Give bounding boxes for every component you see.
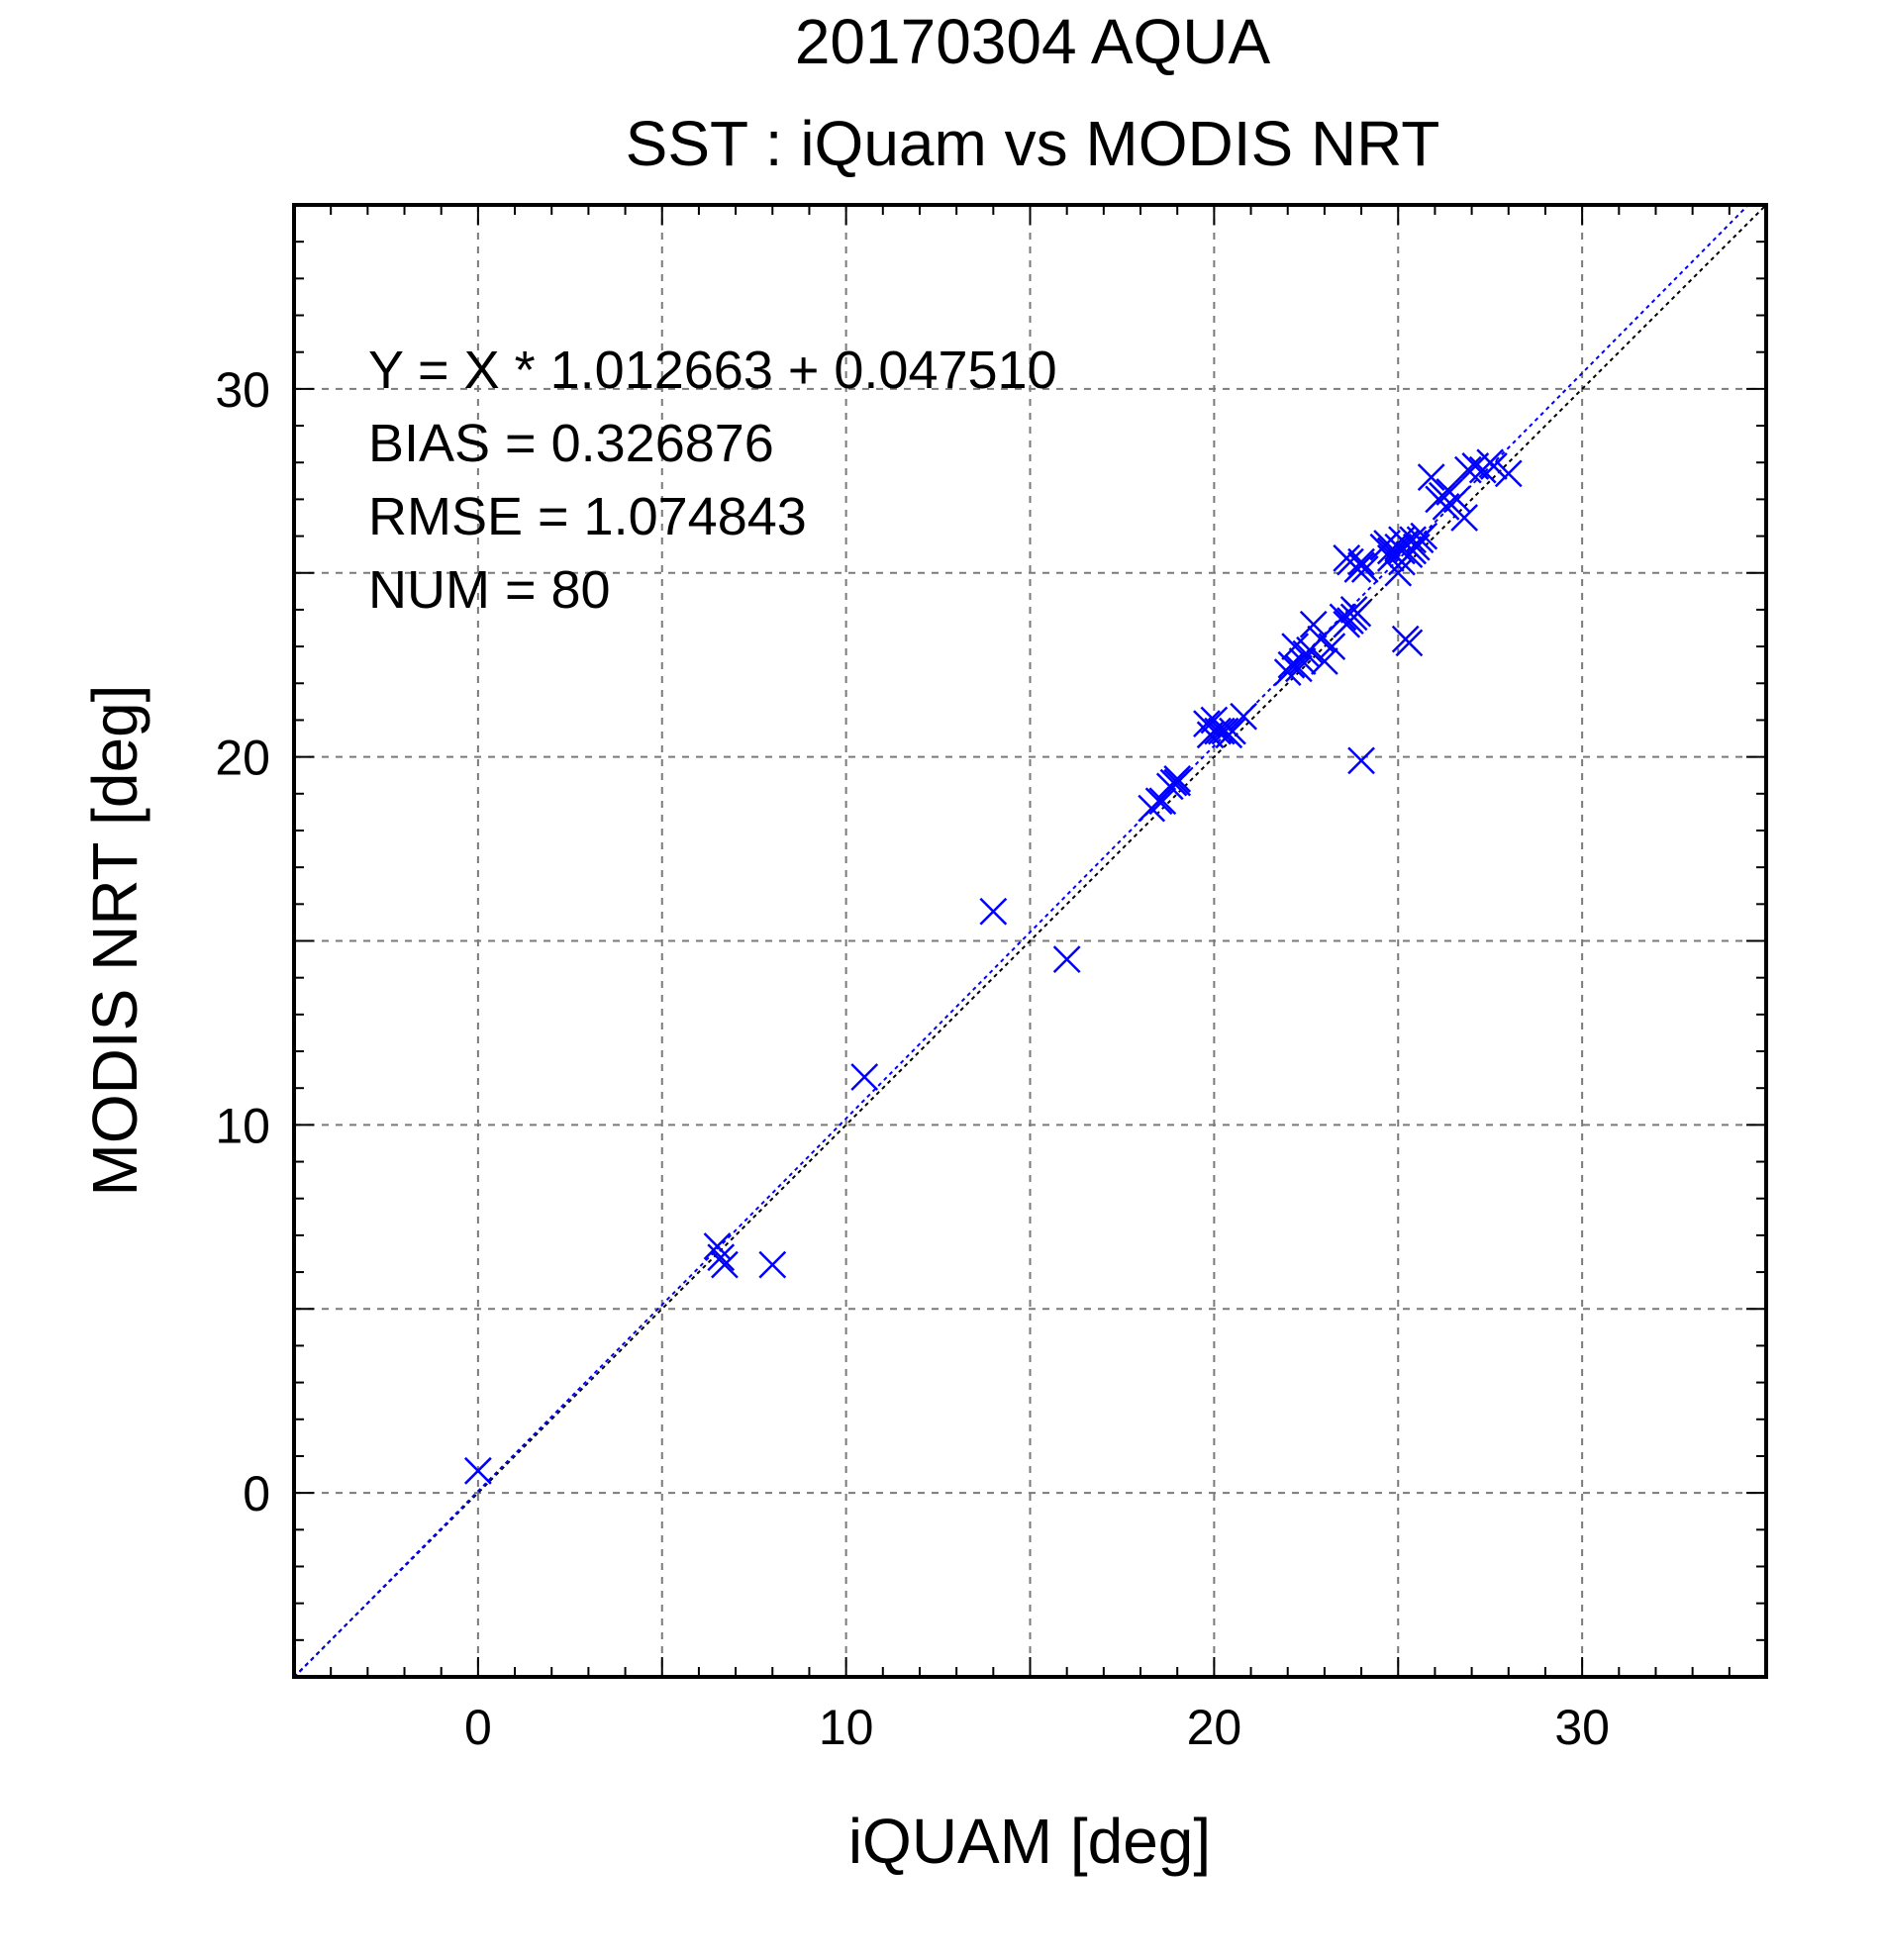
data-point [1428,481,1456,510]
data-point [1204,717,1232,745]
data-point [1052,945,1081,973]
rmse-text: RMSE = 1.074843 [368,487,807,546]
x-tick-label: 10 [819,1700,874,1755]
data-point [1350,555,1379,583]
data-point [1480,452,1508,480]
data-point [1384,558,1413,587]
data-point [1163,765,1192,793]
fit-equation: Y = X * 1.012663 + 0.047510 [368,341,1057,400]
y-tick-label: 10 [215,1098,270,1153]
data-point [1219,717,1246,745]
y-tick-labels: 0 10 20 30 [215,362,270,1521]
y-tick-label: 30 [215,362,270,418]
x-tick-label: 0 [464,1700,492,1755]
data-point [1450,504,1479,532]
data-point [1230,702,1257,731]
data-point [1369,533,1398,561]
bias-text: BIAS = 0.326876 [368,414,774,473]
data-point [1163,768,1192,797]
stats-annotations: Y = X * 1.012663 + 0.047510 BIAS = 0.326… [368,341,1057,620]
data-point [1417,463,1445,491]
data-point [1292,639,1321,668]
plot-frame [292,203,1768,1679]
y-tick-label: 20 [215,731,270,786]
data-point [850,1063,879,1091]
data-point [1277,650,1306,679]
data-point [1388,526,1416,554]
data-point [707,1243,736,1272]
data-point [758,1250,787,1279]
y-tick-label: 0 [243,1466,270,1521]
x-tick-label: 20 [1187,1700,1242,1755]
data-point [1207,717,1236,745]
x-axis-label: iQUAM [deg] [848,1806,1211,1877]
data-point [463,1456,492,1485]
reference-lines [293,204,1767,1679]
data-point [979,897,1008,926]
one-to-one-line [293,204,1767,1678]
x-tick-label: 30 [1554,1700,1610,1755]
x-tick-labels: 0 10 20 30 [464,1700,1610,1755]
chart-subtitle: SST : iQuam vs MODIS NRT [626,108,1440,179]
data-point [1343,599,1372,628]
data-point [711,1250,739,1279]
chart-title: 20170304 AQUA [795,6,1271,77]
data-point [1453,455,1482,484]
y-axis-label: MODIS NRT [deg] [79,685,150,1197]
data-point [1395,629,1424,657]
data-point [1148,787,1177,816]
data-point [1410,522,1438,550]
data-point [1494,459,1523,488]
data-point [1399,526,1428,554]
data-point [1388,547,1416,576]
data-point [1318,633,1346,660]
data-markers [463,448,1523,1485]
data-point [1347,746,1375,775]
data-point [1311,647,1338,675]
data-point [703,1232,732,1260]
data-point [1284,654,1313,683]
num-text: NUM = 80 [368,560,611,620]
data-point [1347,547,1375,576]
data-point [1299,610,1328,638]
